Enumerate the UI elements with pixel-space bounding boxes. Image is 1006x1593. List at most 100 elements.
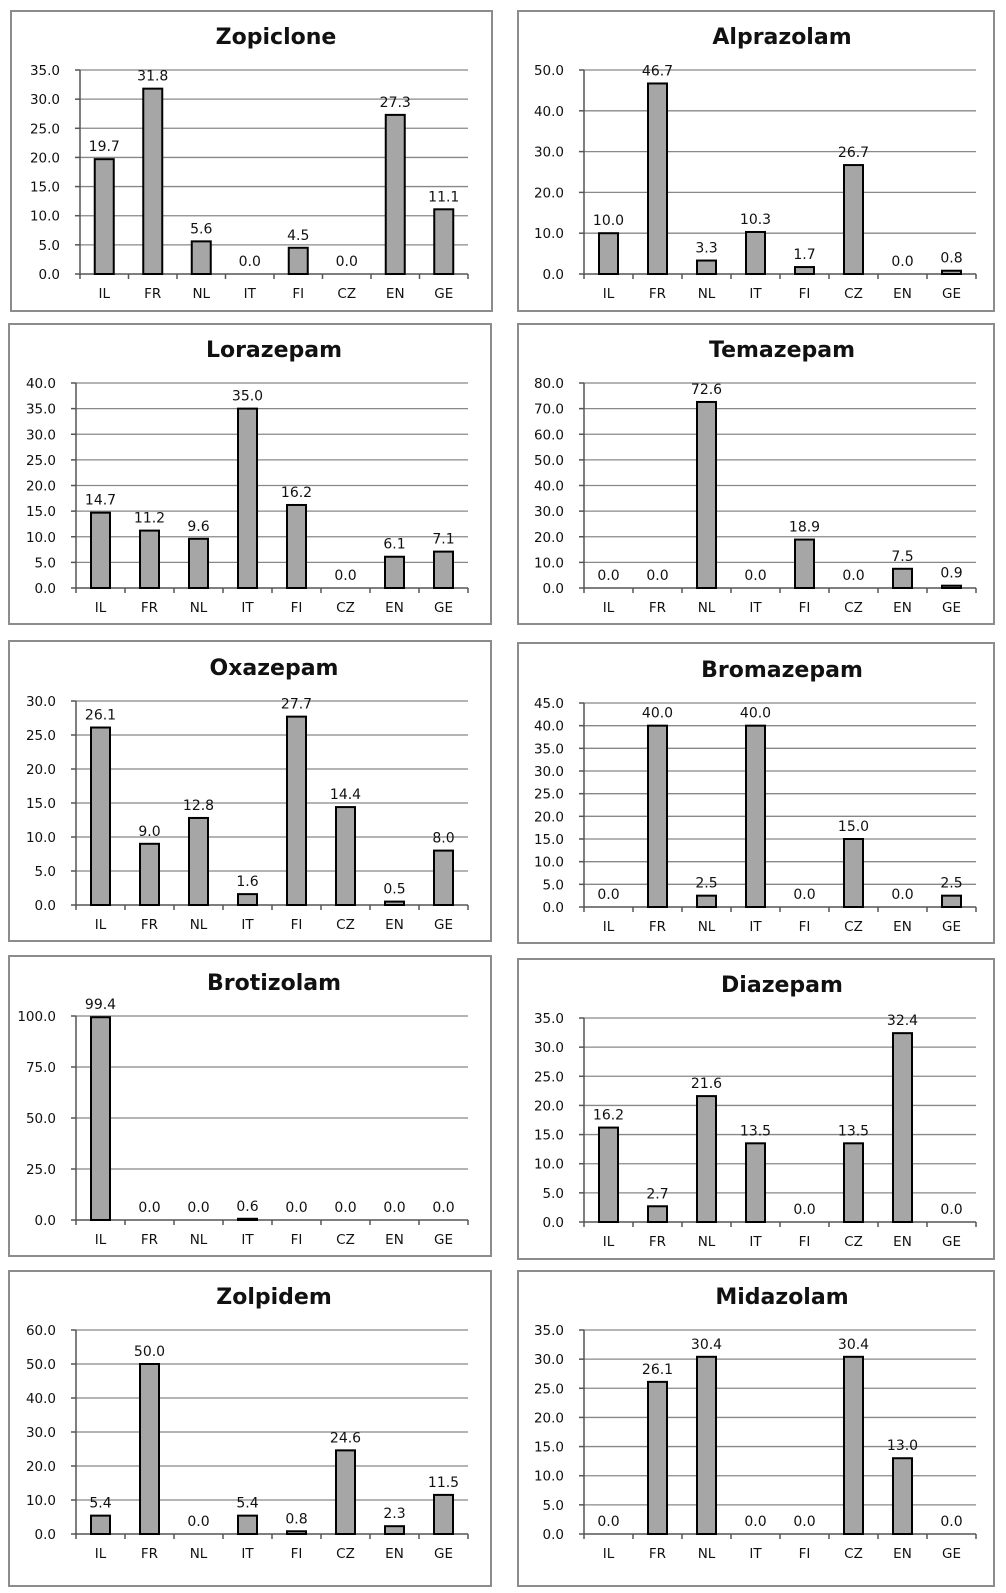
bar-ge — [941, 269, 962, 275]
data-label: 18.9 — [789, 520, 820, 536]
y-tick-label: 35.0 — [534, 741, 564, 757]
bar-fi — [794, 538, 815, 590]
bar-chart-svg: Brotizolam 0.0 25.0 50.0 75.0 100.0 99.4 IL 0.0 F… — [17, 971, 469, 1248]
bar-en — [892, 1032, 913, 1224]
y-tick-label: 35.0 — [26, 402, 56, 418]
bar-ge — [433, 208, 455, 275]
data-label: 0.8 — [285, 1511, 307, 1527]
data-label: 1.7 — [793, 247, 815, 263]
data-label: 6.1 — [383, 537, 405, 553]
x-tick-label: FI — [799, 919, 811, 935]
y-tick-label: 0.0 — [35, 1213, 56, 1229]
x-tick-label: GE — [942, 1234, 961, 1250]
bar-it — [237, 1514, 258, 1535]
bar-chart-svg: Temazepam 0.0 10.0 20.0 30.0 40.0 50.0 60.0 70.0… — [534, 338, 977, 616]
data-label: 0.0 — [138, 1200, 160, 1216]
y-tick-label: 35.0 — [30, 63, 60, 79]
x-tick-label: GE — [434, 1546, 453, 1562]
data-label: 11.1 — [428, 189, 459, 205]
bar-chart-svg: Zolpidem 0.0 10.0 20.0 30.0 40.0 50.0 60.0 5.4 IL… — [26, 1285, 469, 1562]
x-tick-label: IL — [603, 919, 615, 935]
y-tick-label: 0.0 — [35, 1527, 56, 1543]
data-label: 0.0 — [239, 254, 261, 270]
data-label: 0.0 — [940, 1514, 962, 1530]
x-tick-label: NL — [190, 1546, 208, 1562]
chart-panel-alprazolam: Alprazolam 0.0 10.0 20.0 30.0 40.0 50.0 10.0 IL 4… — [517, 10, 995, 312]
x-tick-label: NL — [698, 286, 716, 302]
x-tick-label: EN — [385, 1546, 404, 1562]
x-tick-label: FR — [649, 919, 666, 935]
data-label: 0.0 — [940, 1202, 962, 1218]
bar-fi — [287, 246, 309, 275]
data-label: 0.0 — [793, 1514, 815, 1530]
bar-it — [745, 724, 766, 908]
y-tick-label: 30.0 — [534, 764, 564, 780]
y-tick-label: 15.0 — [26, 504, 56, 520]
data-label: 3.3 — [695, 241, 717, 257]
x-tick-label: CZ — [844, 919, 863, 935]
x-tick-label: GE — [942, 919, 961, 935]
bar-en — [384, 900, 405, 907]
x-tick-label: FR — [649, 286, 666, 302]
bar-fr — [647, 1380, 668, 1535]
data-label: 7.5 — [891, 549, 913, 565]
y-tick-label: 30.0 — [534, 145, 564, 161]
y-tick-label: 60.0 — [26, 1323, 56, 1339]
bar-nl — [190, 240, 212, 275]
x-tick-label: FI — [291, 1546, 303, 1562]
x-tick-label: EN — [893, 1546, 912, 1562]
y-tick-label: 10.0 — [534, 1157, 564, 1173]
data-label: 11.5 — [428, 1475, 459, 1491]
bar-it — [745, 1142, 766, 1223]
x-tick-label: EN — [386, 286, 405, 302]
data-label: 10.0 — [593, 213, 624, 229]
y-tick-label: 30.0 — [26, 427, 56, 443]
y-tick-label: 25.0 — [26, 1162, 56, 1178]
x-tick-label: EN — [893, 919, 912, 935]
data-label: 5.4 — [89, 1496, 111, 1512]
data-label: 13.0 — [887, 1438, 918, 1454]
y-tick-label: 20.0 — [534, 185, 564, 201]
bar-en — [384, 113, 406, 275]
y-tick-label: 25.0 — [26, 453, 56, 469]
y-tick-label: 15.0 — [30, 180, 60, 196]
data-label: 11.2 — [134, 511, 165, 527]
data-label: 0.0 — [597, 887, 619, 903]
x-tick-label: IL — [98, 286, 110, 302]
data-label: 0.6 — [236, 1199, 258, 1215]
data-label: 40.0 — [642, 706, 673, 722]
x-tick-label: GE — [434, 286, 453, 302]
chart-title: Zolpidem — [216, 1285, 332, 1310]
y-tick-label: 50.0 — [26, 1111, 56, 1127]
chart-title: Bromazepam — [701, 658, 863, 683]
x-tick-label: IT — [749, 919, 762, 935]
data-label: 30.4 — [691, 1337, 722, 1353]
data-label: 2.7 — [646, 1186, 668, 1202]
data-label: 35.0 — [232, 389, 263, 405]
data-label: 72.6 — [691, 382, 722, 398]
data-label: 0.0 — [187, 1200, 209, 1216]
chart-panel-lorazepam: Lorazepam 0.0 5.0 10.0 15.0 20.0 25.0 30.0 35.0 4… — [8, 323, 492, 625]
data-label: 0.0 — [646, 568, 668, 584]
x-tick-label: EN — [385, 917, 404, 933]
x-tick-label: GE — [942, 286, 961, 302]
bar-cz — [843, 164, 864, 275]
y-tick-label: 20.0 — [534, 1410, 564, 1426]
x-tick-label: CZ — [336, 1232, 355, 1248]
x-tick-label: FI — [292, 286, 304, 302]
bar-il — [90, 1016, 111, 1221]
x-tick-label: FI — [799, 286, 811, 302]
y-tick-label: 10.0 — [534, 226, 564, 242]
y-tick-label: 10.0 — [26, 1493, 56, 1509]
data-label: 0.0 — [744, 1514, 766, 1530]
bar-ge — [433, 849, 454, 907]
x-tick-label: IT — [241, 917, 254, 933]
x-tick-label: IL — [95, 1546, 107, 1562]
x-tick-label: EN — [893, 286, 912, 302]
x-tick-label: IT — [749, 1546, 762, 1562]
x-tick-label: FI — [291, 1232, 303, 1248]
data-label: 46.7 — [642, 63, 673, 79]
y-tick-label: 40.0 — [26, 376, 56, 392]
y-tick-label: 20.0 — [534, 809, 564, 825]
x-tick-label: NL — [698, 919, 716, 935]
